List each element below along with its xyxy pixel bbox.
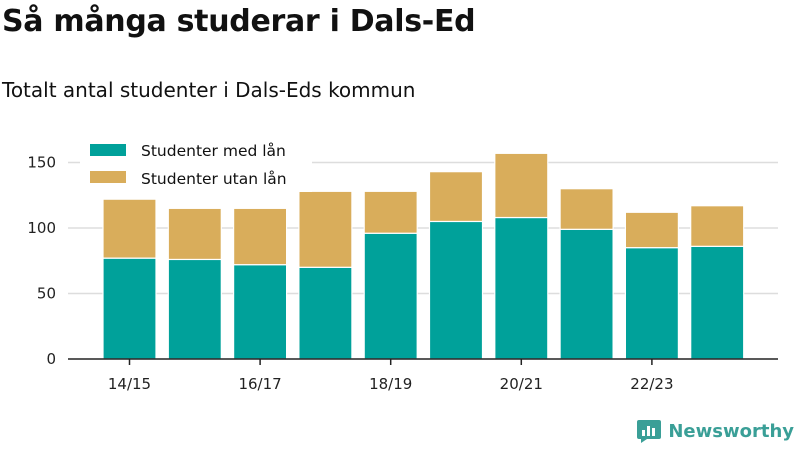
x-tick-label: 22/23 <box>630 375 673 393</box>
legend: Studenter med lån Studenter utan lån <box>80 134 312 192</box>
x-tick-label: 14/15 <box>108 375 151 393</box>
bar-segment-with-loan <box>102 257 157 360</box>
y-tick-label: 0 <box>46 350 56 368</box>
brand-logo: Newsworthy <box>636 418 794 444</box>
y-tick-label: 150 <box>27 154 56 172</box>
legend-label-without-loan: Studenter utan lån <box>141 170 287 188</box>
legend-swatch-without-loan <box>90 171 126 183</box>
x-tick-label: 16/17 <box>238 375 281 393</box>
bar-segment-without-loan <box>363 190 418 234</box>
bar-segment-without-loan <box>690 205 745 247</box>
x-tick-label: 20/21 <box>500 375 543 393</box>
bar-segment-with-loan <box>494 216 549 360</box>
legend-label-with-loan: Studenter med lån <box>141 142 286 160</box>
axes: 0 50 100 150 14/15 16/17 18/19 20/21 22/23 <box>27 154 778 393</box>
bar-segment-without-loan <box>298 190 353 268</box>
bar-segment-with-loan <box>559 228 614 360</box>
bar-segment-with-loan <box>428 220 484 360</box>
y-tick-label: 100 <box>27 219 56 237</box>
newsworthy-logo-icon <box>637 420 662 443</box>
bar-segment-without-loan <box>102 198 157 259</box>
bar-segment-without-loan <box>428 171 484 223</box>
bar-segment-with-loan <box>167 258 222 360</box>
bar-segment-with-loan <box>690 245 745 360</box>
bar-segment-with-loan <box>298 266 353 360</box>
legend-swatch-with-loan <box>90 144 126 156</box>
page-subtitle: Totalt antal studenter i Dals-Eds kommun <box>2 78 416 102</box>
bar-segment-without-loan <box>167 207 222 261</box>
bars <box>102 152 745 360</box>
bar-segment-with-loan <box>624 247 680 360</box>
x-tick-label: 18/19 <box>369 375 412 393</box>
brand-name: Newsworthy <box>668 420 794 442</box>
bar-segment-with-loan <box>363 232 418 360</box>
bar-segment-with-loan <box>233 264 288 360</box>
y-tick-label: 50 <box>37 285 56 303</box>
bar-segment-without-loan <box>559 188 614 230</box>
bar-segment-without-loan <box>494 152 549 219</box>
bar-segment-without-loan <box>624 211 680 249</box>
page-title: Så många studerar i Dals-Ed <box>2 4 476 39</box>
bar-segment-without-loan <box>233 207 288 266</box>
